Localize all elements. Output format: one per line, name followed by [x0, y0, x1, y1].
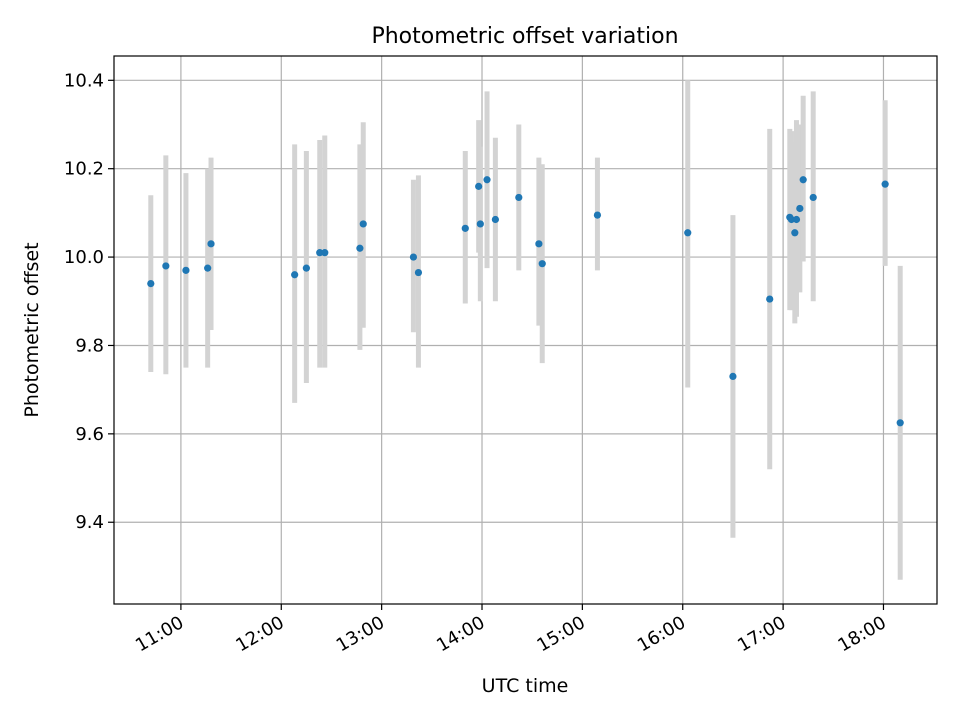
data-point [147, 279, 155, 288]
data-point [204, 264, 212, 272]
data-point [593, 211, 602, 219]
data-point [475, 182, 483, 190]
data-point [787, 215, 796, 224]
data-point [491, 215, 499, 224]
data-point [684, 229, 692, 237]
data-point [538, 260, 546, 268]
y-tick-label: 9.4 [75, 512, 104, 533]
y-tick-label: 9.6 [75, 424, 104, 445]
data-point [791, 229, 799, 237]
data-point [483, 176, 491, 184]
data-point [476, 220, 484, 228]
y-tick-label: 10.4 [64, 70, 104, 91]
chart-title: Photometric offset variation [371, 24, 678, 49]
data-point [182, 266, 190, 274]
data-point [162, 262, 170, 270]
data-point [356, 244, 364, 252]
data-point [321, 249, 329, 257]
plot-frame [113, 55, 938, 605]
data-point [881, 180, 889, 188]
data-point [515, 193, 523, 202]
data-markers [147, 176, 904, 427]
data-point [766, 295, 774, 303]
x-axis-label: UTC time [482, 675, 569, 697]
y-axis-label: Photometric offset [21, 242, 43, 417]
data-point [799, 176, 807, 184]
data-point [207, 240, 215, 248]
data-point [414, 268, 423, 277]
data-point [291, 271, 299, 279]
data-point [409, 253, 418, 261]
y-tick-label: 9.8 [75, 335, 104, 356]
data-point [359, 220, 367, 228]
y-tick-label: 10.0 [64, 247, 104, 268]
data-point [792, 215, 801, 224]
data-point [316, 249, 324, 257]
data-point [796, 204, 804, 213]
data-point [896, 419, 904, 427]
data-point [461, 224, 469, 232]
data-point [302, 264, 310, 272]
y-tick-label: 10.2 [64, 159, 104, 180]
data-point [729, 372, 737, 381]
data-point [809, 193, 817, 202]
data-point [535, 240, 543, 248]
y-axis-ticks: 9.4 9.6 9.8 10.0 10.2 10.4 [64, 70, 114, 533]
